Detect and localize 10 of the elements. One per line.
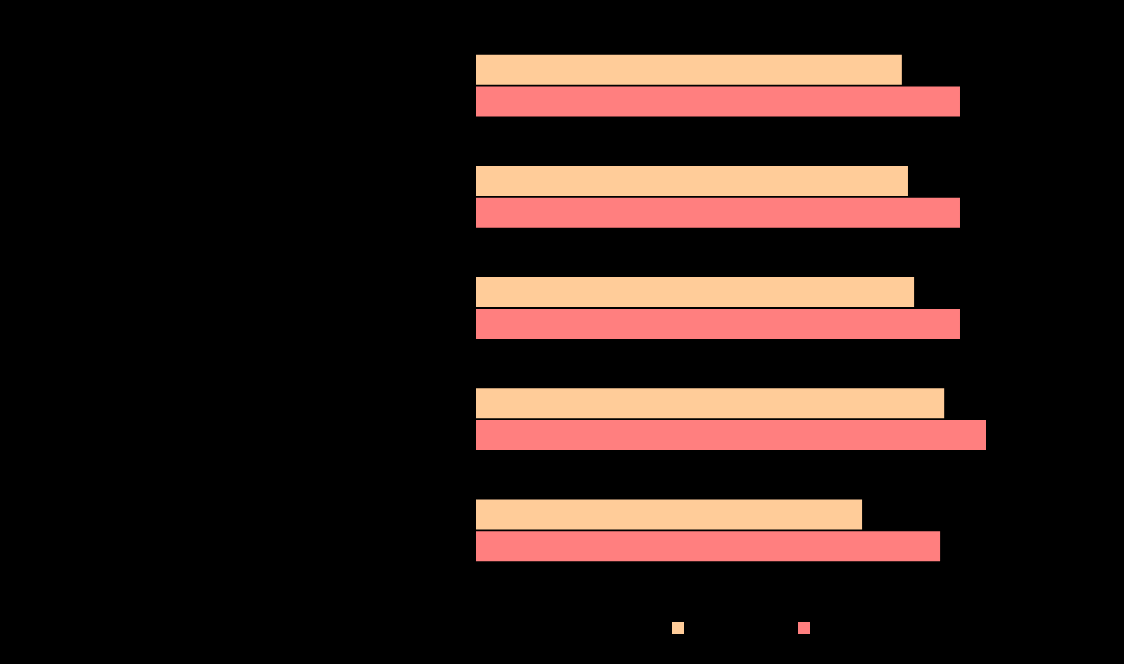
bar (476, 420, 986, 451)
bar (476, 308, 960, 339)
bar (476, 86, 960, 117)
bar (476, 54, 902, 85)
bar (476, 197, 960, 228)
bar (476, 277, 915, 308)
bar (476, 388, 945, 419)
bar (476, 499, 863, 530)
bar (476, 531, 941, 562)
bar (476, 165, 908, 196)
